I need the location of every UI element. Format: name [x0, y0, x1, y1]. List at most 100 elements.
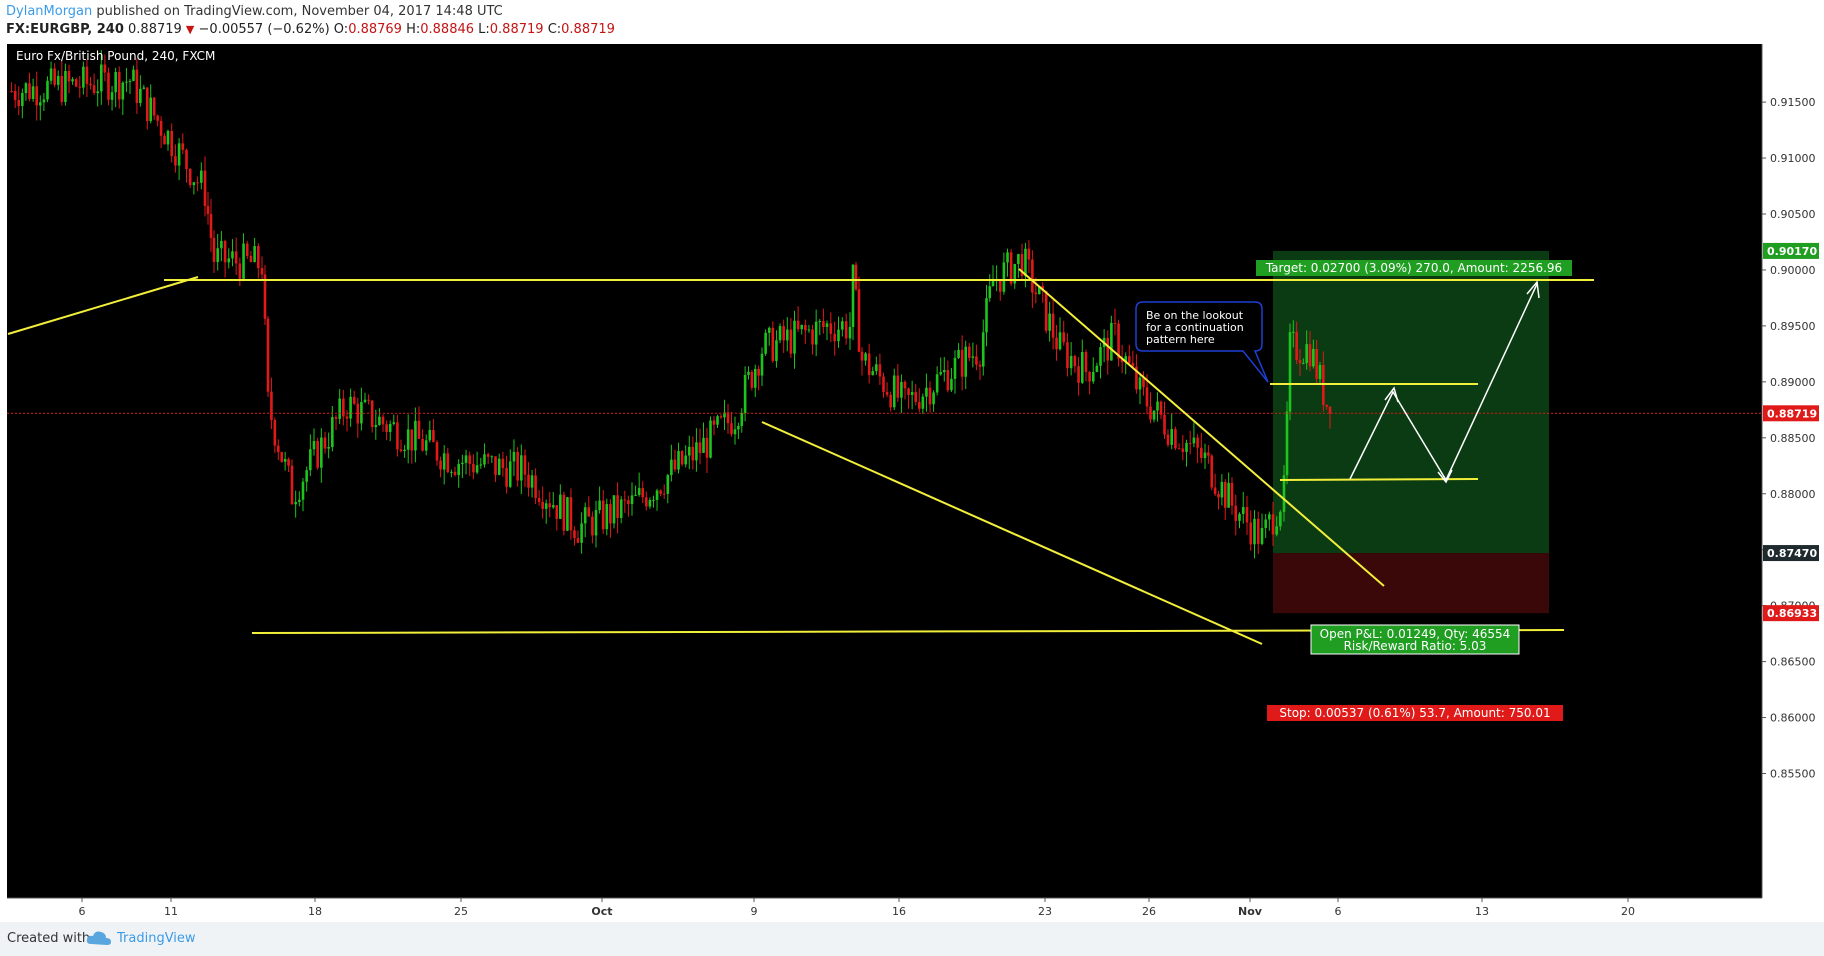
close-value: 0.88719 [561, 22, 615, 37]
candle-body [702, 437, 705, 453]
candle-body [432, 430, 435, 443]
candle-body [1051, 313, 1055, 338]
candle-body [829, 323, 833, 334]
channel-upper-line[interactable] [1018, 268, 1385, 587]
tradingview-link[interactable]: TradingView [117, 931, 196, 946]
candle-body [1260, 527, 1264, 544]
stop-zone[interactable] [1273, 553, 1549, 614]
time-tick-label: 9 [751, 905, 758, 918]
stop-label[interactable]: Stop: 0.00537 (0.61%) 53.7, Amount: 750.… [1267, 705, 1563, 721]
price-axis[interactable] [1762, 44, 1824, 898]
candle-body [896, 375, 900, 398]
candle-body [960, 349, 964, 377]
candle-body [28, 83, 31, 100]
candle-body [1227, 482, 1230, 508]
candle-body [871, 371, 875, 375]
callout-note[interactable]: Be on the lookout for a continuation pat… [1135, 301, 1269, 383]
candle-body [468, 455, 472, 464]
candle-body [677, 451, 680, 470]
candle-body [516, 451, 519, 481]
candle-body [1058, 332, 1062, 350]
projection-path[interactable] [1349, 283, 1538, 482]
candle-body [641, 488, 645, 498]
target-zone[interactable] [1273, 250, 1549, 554]
last-price: 0.88719 [128, 22, 182, 37]
candle-body [662, 493, 666, 495]
candle-body [555, 505, 559, 519]
risk-reward-text: Risk/Reward Ratio: 5.03 [1344, 639, 1487, 653]
open-value: 0.88769 [348, 22, 402, 37]
candle-body [1188, 442, 1192, 444]
candle-body [399, 449, 403, 452]
time-tick-label: 18 [308, 905, 322, 918]
candle-body [882, 376, 885, 392]
candle-body [107, 72, 110, 100]
candle-body [1312, 348, 1315, 367]
candle-body [331, 417, 334, 448]
candle-body [789, 329, 793, 354]
channel-lower-line[interactable] [761, 421, 1263, 645]
candle-body [709, 420, 712, 458]
candle-body [551, 505, 555, 508]
candle-body [932, 392, 935, 405]
candle-body [174, 156, 177, 166]
candle-body [298, 499, 301, 502]
candle-body [309, 449, 312, 471]
candle-body [1077, 366, 1080, 383]
candle-body [566, 497, 569, 531]
candle-body [716, 416, 719, 425]
candle-body [1185, 442, 1188, 452]
candle-body [479, 464, 483, 466]
candle-body [1013, 263, 1017, 284]
candle-body [24, 83, 28, 93]
candle-body [508, 461, 512, 487]
candle-body [31, 86, 35, 100]
time-axis[interactable] [7, 898, 1762, 922]
candle-body [971, 356, 975, 358]
time-tick-label: 6 [79, 905, 86, 918]
candle-body [804, 324, 807, 331]
candle-body [857, 289, 861, 352]
candle-body [1318, 364, 1322, 380]
candle-body [1253, 518, 1256, 545]
candle-body [942, 370, 946, 373]
author-link[interactable]: DylanMorgan [6, 4, 93, 19]
candle-body [775, 340, 778, 361]
candle-body [1091, 372, 1095, 382]
flag-bottom-line[interactable] [1279, 478, 1479, 481]
target-label[interactable]: Target: 0.02700 (3.09%) 270.0, Amount: 2… [1256, 260, 1572, 276]
candle-body [1288, 332, 1292, 412]
candle-body [159, 120, 163, 136]
candle-body [1328, 406, 1332, 414]
candle-body [385, 424, 388, 433]
trendline-left[interactable] [7, 276, 199, 335]
high-label: H: [406, 22, 421, 37]
candle-body [833, 333, 836, 342]
candle-body [837, 329, 840, 342]
candle-body [103, 64, 107, 73]
note-line-2: for a continuation [1146, 321, 1244, 334]
symbol-label[interactable]: FX:EURGBP, 240 [6, 22, 124, 37]
candle-body [520, 455, 523, 481]
pnl-label[interactable]: Open P&L: 0.01249, Qty: 46554 Risk/Rewar… [1310, 624, 1520, 655]
candle-body [206, 206, 210, 215]
price-tick-label: 0.91000 [1770, 152, 1816, 165]
price-tick-label: 0.90500 [1770, 208, 1816, 221]
candle-body [907, 388, 910, 395]
candle-body [327, 447, 330, 449]
price-chart[interactable]: Be on the lookout for a continuation pat… [0, 44, 1824, 922]
candle-body [825, 323, 829, 327]
candle-body [457, 464, 460, 475]
candle-body [601, 500, 605, 530]
candle-body [121, 82, 125, 100]
time-tick-label: 25 [454, 905, 468, 918]
candle-body [220, 240, 223, 249]
candle-body [818, 321, 822, 323]
candle-body [1031, 259, 1034, 293]
candle-body [356, 403, 360, 424]
candle-body [844, 321, 848, 339]
candle-body [523, 455, 527, 475]
candle-body [253, 246, 256, 263]
candle-body [1279, 511, 1282, 527]
candle-body [453, 471, 457, 475]
